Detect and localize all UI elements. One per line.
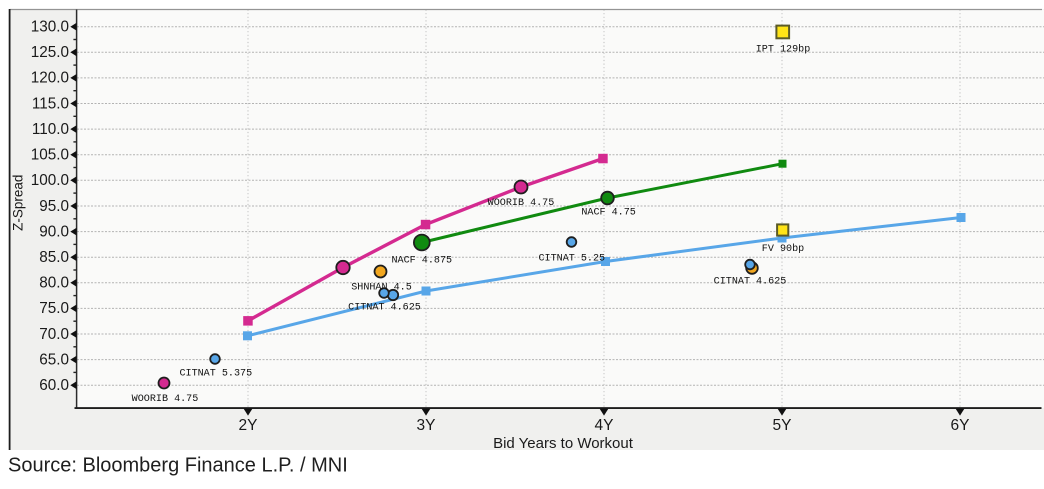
svg-text:CITNAT 5.25: CITNAT 5.25: [538, 253, 605, 264]
svg-text:CITNAT 4.625: CITNAT 4.625: [714, 277, 787, 288]
svg-text:65.0: 65.0: [39, 351, 69, 368]
svg-text:WOORIB 4.75: WOORIB 4.75: [132, 394, 199, 405]
svg-text:100.0: 100.0: [31, 172, 69, 189]
svg-text:SHNHAN 4.5: SHNHAN 4.5: [351, 283, 412, 294]
svg-text:NACF 4.75: NACF 4.75: [581, 207, 636, 218]
svg-text:105.0: 105.0: [31, 147, 69, 164]
svg-text:85.0: 85.0: [39, 249, 69, 266]
svg-text:130.0: 130.0: [31, 19, 69, 36]
svg-text:90.0: 90.0: [39, 223, 69, 240]
svg-text:125.0: 125.0: [31, 44, 69, 61]
svg-text:FV 90bp: FV 90bp: [762, 243, 804, 255]
svg-text:95.0: 95.0: [39, 198, 69, 215]
svg-text:CITNAT 5.375: CITNAT 5.375: [179, 368, 252, 379]
svg-text:4Y: 4Y: [595, 417, 614, 434]
svg-text:Bid Years to Workout: Bid Years to Workout: [493, 435, 634, 452]
svg-text:6Y: 6Y: [951, 417, 970, 434]
svg-text:75.0: 75.0: [39, 300, 69, 317]
svg-text:110.0: 110.0: [32, 121, 69, 138]
svg-text:3Y: 3Y: [417, 417, 436, 434]
svg-text:WOORIB 4.75: WOORIB 4.75: [488, 198, 555, 209]
svg-text:Source: Bloomberg Finance L.P.: Source: Bloomberg Finance L.P. / MNI: [8, 454, 348, 476]
svg-text:80.0: 80.0: [39, 275, 69, 292]
svg-text:2Y: 2Y: [239, 417, 258, 434]
svg-text:5Y: 5Y: [773, 417, 792, 434]
svg-text:IPT 129bp: IPT 129bp: [756, 44, 811, 56]
svg-text:70.0: 70.0: [39, 326, 69, 343]
svg-text:NACF 4.875: NACF 4.875: [392, 256, 453, 267]
svg-text:Z-Spread: Z-Spread: [10, 175, 25, 231]
svg-text:120.0: 120.0: [31, 70, 69, 87]
svg-text:CITNAT 4.625: CITNAT 4.625: [348, 303, 421, 314]
svg-text:60.0: 60.0: [39, 377, 69, 394]
svg-text:115.0: 115.0: [32, 95, 69, 112]
